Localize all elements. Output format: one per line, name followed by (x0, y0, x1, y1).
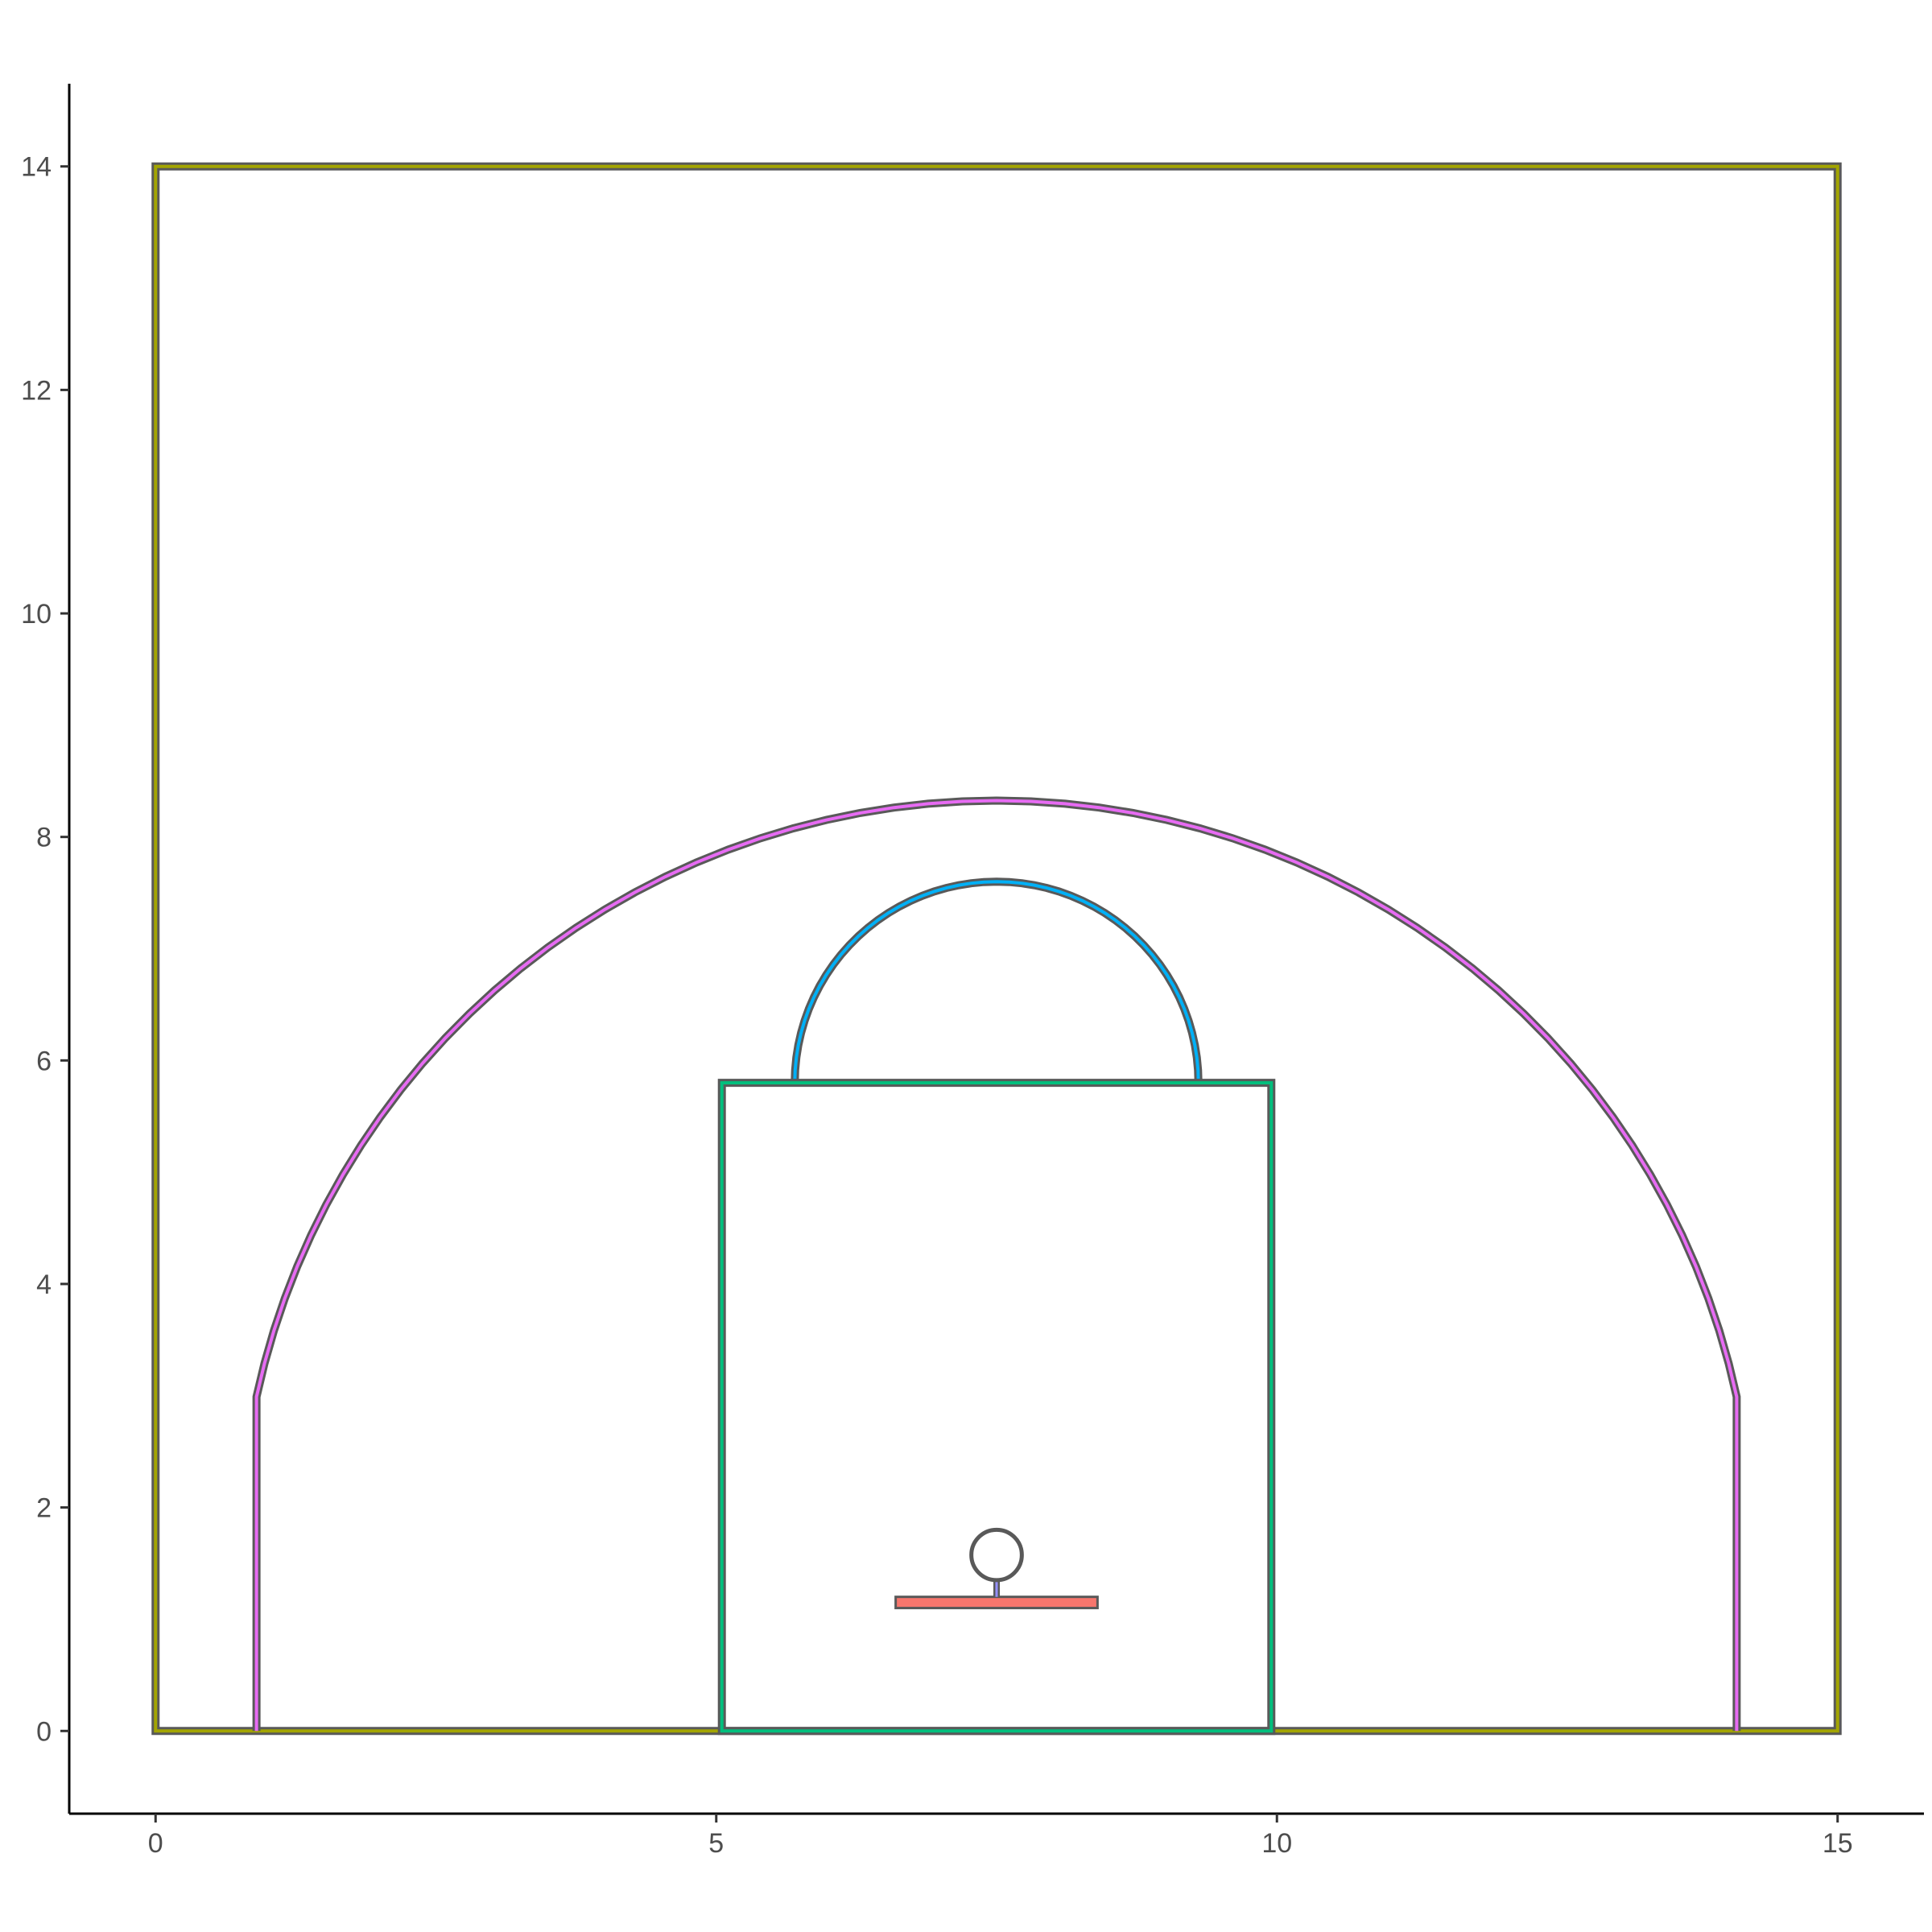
x-tick-label: 5 (708, 1828, 724, 1859)
y-tick-label: 4 (36, 1269, 52, 1300)
free-throw-circle (791, 877, 1203, 1084)
key-area-outline (717, 1079, 1276, 1736)
y-tick-label: 12 (21, 375, 52, 406)
three-point-line-fill (254, 799, 1739, 1732)
key-area-fill (720, 1081, 1274, 1733)
x-tick-label: 10 (1261, 1828, 1292, 1859)
free-throw-circle-outline (791, 877, 1203, 1084)
y-tick-label: 8 (36, 823, 52, 853)
x-tick-label: 0 (148, 1828, 163, 1859)
x-tick-label: 15 (1823, 1828, 1853, 1859)
court-boundary (151, 162, 1842, 1736)
court-shapes (151, 162, 1842, 1736)
court-boundary-fill (154, 164, 1839, 1733)
rim (969, 1527, 1024, 1583)
backboard (894, 1596, 1099, 1610)
y-tick-label: 6 (36, 1046, 52, 1076)
y-tick-label: 10 (21, 599, 52, 630)
axes (68, 84, 1924, 1815)
y-tick-label: 2 (36, 1493, 52, 1524)
y-tick-label: 14 (21, 152, 52, 183)
three-point-line (252, 796, 1741, 1732)
free-throw-circle-fill (793, 880, 1200, 1084)
key-area (717, 1079, 1276, 1736)
y-tick-label: 0 (36, 1716, 52, 1747)
ticks: 0 5 10 15 0 2 4 6 8 10 12 14 (21, 152, 1852, 1859)
court-boundary-outline (151, 162, 1842, 1736)
